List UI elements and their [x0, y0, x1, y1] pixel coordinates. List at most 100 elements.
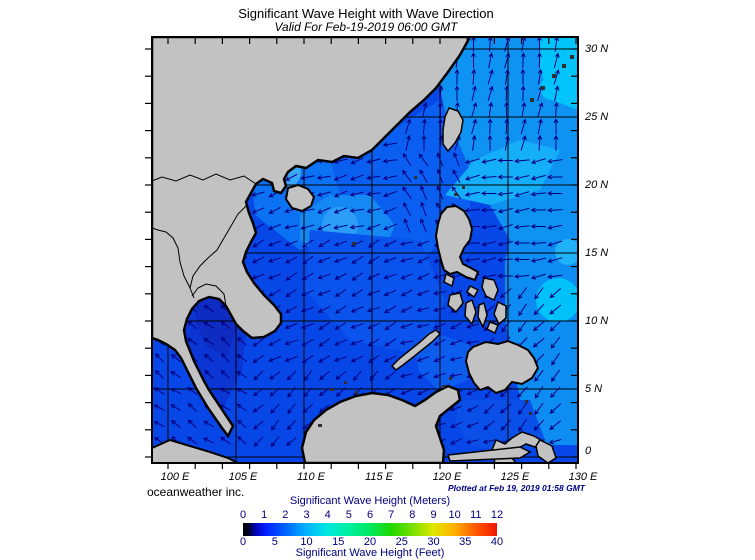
wave-arrow: [367, 273, 380, 280]
wave-arrow: [203, 322, 215, 329]
wave-arrow: [452, 169, 461, 183]
wave-arrow: [417, 273, 430, 280]
wave-arrow: [517, 402, 528, 415]
wave-arrow: [383, 273, 397, 280]
wave-arrow: [471, 134, 477, 151]
wave-arrow: [517, 287, 528, 300]
island-babuyan: [454, 193, 458, 196]
wave-arrow: [433, 323, 446, 329]
plotted-timestamp: Plotted at Feb 19, 2019 01:58 GMT: [448, 483, 585, 493]
wave-arrow: [454, 85, 460, 102]
wave-arrow: [333, 224, 348, 230]
wave-arrow: [453, 152, 460, 167]
wave-arrow: [300, 323, 314, 329]
land-luzon: [434, 204, 480, 282]
meter-tick-8: 8: [409, 509, 416, 521]
wave-arrow: [267, 356, 281, 362]
wave-arrow: [553, 69, 560, 85]
wave-arrow: [384, 305, 397, 314]
wave-arrow: [366, 208, 381, 214]
wave-arrow: [481, 240, 497, 247]
wave-arrow: [514, 175, 530, 181]
wave-arrow: [530, 191, 546, 197]
wave-arrow: [422, 118, 427, 135]
wave-arrow: [319, 371, 330, 381]
island-natuna: [318, 424, 322, 427]
wave-arrow: [464, 207, 481, 213]
frame-minor-ticks: [145, 38, 577, 469]
wave-arrow: [422, 101, 428, 118]
wave-arrow: [504, 118, 510, 135]
wave-arrow: [553, 134, 559, 151]
wave-arrow: [402, 152, 412, 167]
wave-arrow: [220, 336, 230, 347]
wave-arrow: [547, 257, 563, 263]
wave-arrow: [449, 339, 463, 346]
wave-arrow: [284, 224, 298, 230]
wave-arrow: [553, 101, 559, 118]
wave-arrow: [466, 323, 479, 329]
wave-arrow: [383, 257, 397, 263]
wave-arrow: [471, 52, 476, 69]
wave-arrow: [400, 389, 413, 395]
island-spratly-2: [344, 381, 347, 384]
land-hainan: [284, 183, 316, 213]
wave-arrow: [530, 257, 546, 263]
wave-arrow: [530, 224, 547, 229]
island-se-mindanao-1: [525, 400, 528, 403]
wave-arrow: [383, 223, 397, 231]
wave-arrow: [251, 191, 265, 197]
wave-arrow: [300, 175, 315, 181]
wave-arrow: [487, 118, 493, 135]
wave-arrow: [547, 207, 563, 213]
wave-arrow: [503, 101, 509, 118]
wave-arrow: [382, 142, 398, 147]
wave-arrow: [471, 102, 478, 118]
wave-arrow: [471, 68, 477, 85]
wave-arrow: [303, 370, 313, 382]
wave-arrow: [497, 191, 513, 197]
wave-arrow: [514, 257, 530, 262]
land-bohol: [486, 321, 499, 335]
wave-arrow: [286, 420, 297, 431]
wave-arrow: [554, 85, 560, 102]
wave-arrow: [220, 320, 231, 330]
wave-arrow: [269, 371, 281, 380]
wave-arrow: [284, 322, 298, 329]
wave-arrow: [350, 339, 364, 346]
wave-arrow: [417, 372, 430, 379]
wave-arrow: [421, 134, 427, 151]
wave-arrow: [301, 272, 314, 281]
wave-arrow: [464, 191, 480, 197]
wave-arrow: [382, 190, 397, 198]
wave-arrow: [252, 239, 264, 248]
wave-arrow: [433, 372, 446, 379]
wave-arrow: [268, 206, 281, 214]
wave-arrow: [497, 158, 513, 163]
lat-label-30: 30 N: [585, 43, 609, 55]
wave-arrow: [537, 52, 543, 69]
legend-colorbar: [243, 523, 497, 536]
wave-arrow: [537, 102, 544, 118]
wave-arrow: [251, 256, 265, 264]
wave-arrow: [284, 256, 298, 264]
wave-arrow: [416, 356, 430, 362]
wave-arrow: [318, 239, 331, 248]
wave-arrow: [433, 274, 446, 280]
wave-arrow: [350, 323, 364, 329]
wave-arrow: [497, 257, 513, 263]
country-borders: [153, 173, 257, 307]
island-sulu-2: [442, 385, 445, 388]
wave-arrow: [236, 354, 248, 362]
wave-arrow: [399, 340, 413, 345]
wave-arrow: [497, 241, 513, 247]
land-sumatra: [153, 438, 239, 462]
wave-arrow: [317, 273, 331, 280]
wave-arrow: [530, 174, 546, 181]
wave-arrow: [187, 387, 198, 395]
wave-arrow: [317, 223, 331, 231]
wave-arrow: [514, 191, 530, 198]
wave-arrow: [253, 436, 264, 447]
wave-arrow: [419, 169, 428, 183]
